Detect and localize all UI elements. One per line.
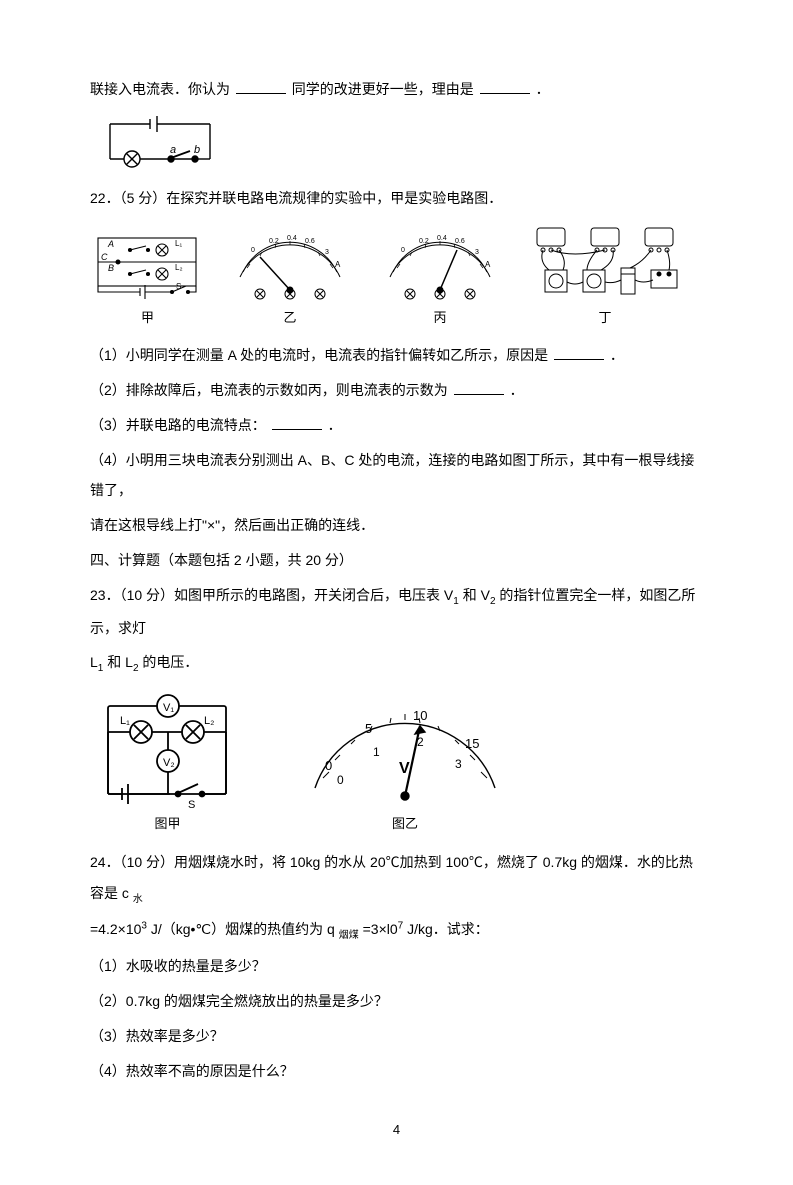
q22-s3: （3）并联电路的电流特点： ． [90, 410, 703, 441]
q22-label-bing: 丙 [375, 304, 505, 333]
svg-text:3: 3 [475, 249, 479, 256]
q22-s3-blank[interactable] [272, 415, 322, 430]
svg-text:3: 3 [455, 757, 462, 771]
q22-fig-bing: 0 0.2 0.4 0.6 3 A 丙 [375, 232, 505, 333]
q24-l2c: =3×l0 [363, 921, 398, 937]
q22-label-yi: 乙 [225, 304, 355, 333]
q24-sub-coal: 烟煤 [339, 930, 359, 941]
q23-l2b: 和 L [107, 654, 133, 670]
q21-blank-2[interactable] [480, 79, 530, 94]
svg-text:5: 5 [365, 721, 372, 736]
q22-fig-jia: A B C L₁ L₂ S 甲 [90, 232, 205, 333]
q23-l1b: 和 V [463, 587, 490, 603]
page-number: 4 [90, 1116, 703, 1145]
q23-line1: 23．（10 分）如图甲所示的电路图，开关闭合后，电压表 V1 和 V2 的指针… [90, 580, 703, 644]
q23-sub2b: 2 [133, 663, 139, 674]
q21-text-b: 同学的改进更好一些，理由是 [292, 81, 474, 97]
q24-l2d: J/kg．试求： [407, 921, 489, 937]
svg-text:10: 10 [413, 708, 427, 723]
q24-sup3: 3 [141, 921, 147, 932]
svg-text:0: 0 [337, 773, 344, 787]
q23-label-jia: 图甲 [90, 810, 245, 839]
q24-sup7: 7 [398, 921, 404, 932]
svg-text:L₂: L₂ [175, 263, 183, 272]
q22-s2-period: ． [510, 382, 524, 398]
q24-l2a: =4.2×10 [90, 921, 141, 937]
svg-text:C: C [101, 252, 108, 262]
svg-text:a: a [170, 144, 176, 156]
svg-text:2: 2 [417, 735, 424, 749]
q21-circuit-figure: a b [90, 109, 703, 179]
svg-text:V: V [399, 760, 410, 777]
q22-s3-text: （3）并联电路的电流特点： [90, 417, 266, 433]
q24-sub-water: 水 [133, 893, 143, 904]
circuit-svg: a b [90, 109, 240, 179]
q24-line1: 24．（10 分）用烟煤烧水时，将 10kg 的水从 20℃加热到 100℃，燃… [90, 847, 703, 911]
q21-period: ． [536, 81, 550, 97]
q23-fig-jia: V₁ V₂ L₁ L₂ S 图甲 [90, 688, 245, 839]
q22-label-ding: 丁 [525, 304, 685, 333]
svg-text:1: 1 [373, 745, 380, 759]
svg-text:0: 0 [251, 247, 255, 254]
q23-line2: L1 和 L2 的电压． [90, 647, 703, 680]
q22-fig-ding: 丁 [525, 222, 685, 333]
q24-s1: （1）水吸收的热量是多少？ [90, 951, 703, 982]
svg-text:A: A [107, 239, 114, 249]
q22-fig-yi: 0 0.2 0.4 0.6 3 A 乙 [225, 232, 355, 333]
q22-s4a: （4）小明用三块电流表分别测出 A、B、C 处的电流，连接的电路如图丁所示，其中… [90, 445, 703, 507]
svg-text:0: 0 [401, 247, 405, 254]
q24-s3: （3）热效率是多少？ [90, 1021, 703, 1052]
svg-text:A: A [485, 260, 491, 269]
svg-text:V₂: V₂ [163, 757, 175, 769]
q23-figures: V₁ V₂ L₁ L₂ S 图甲 [90, 688, 703, 839]
svg-text:B: B [108, 263, 114, 273]
svg-text:0.2: 0.2 [419, 238, 429, 245]
q22-stem: 22．（5 分）在探究并联电路电流规律的实验中，甲是实验电路图． [90, 183, 703, 214]
svg-text:3: 3 [325, 249, 329, 256]
svg-text:V₁: V₁ [163, 702, 174, 714]
q21-text-a: 联接入电流表．你认为 [90, 81, 230, 97]
svg-text:L₂: L₂ [204, 715, 214, 727]
svg-text:A: A [335, 260, 341, 269]
svg-text:0.6: 0.6 [305, 238, 315, 245]
q22-s2: （2）排除故障后，电流表的示数如丙，则电流表的示数为 ． [90, 375, 703, 406]
q23-l1a: 23．（10 分）如图甲所示的电路图，开关闭合后，电压表 V [90, 587, 453, 603]
q22-label-jia: 甲 [90, 304, 205, 333]
q22-s4b: 请在这根导线上打"×"，然后画出正确的连线． [90, 510, 703, 541]
svg-text:0.6: 0.6 [455, 238, 465, 245]
svg-text:0.2: 0.2 [269, 238, 279, 245]
q23-l2a: L [90, 654, 98, 670]
q22-s1-text: （1）小明同学在测量 A 处的电流时，电流表的指针偏转如乙所示，原因是 [90, 347, 548, 363]
svg-text:0.4: 0.4 [287, 235, 297, 242]
q24-s4: （4）热效率不高的原因是什么？ [90, 1056, 703, 1087]
q23-l2c: 的电压． [142, 654, 198, 670]
q23-sub1b: 1 [98, 663, 104, 674]
q23-label-yi: 图乙 [295, 810, 515, 839]
q23-fig-yi: 0 5 10 15 0 1 2 3 V 图乙 [295, 698, 515, 839]
svg-text:15: 15 [465, 736, 479, 751]
q24-l2b: J/（kg•℃）烟煤的热值约为 q [151, 921, 339, 937]
q22-s1-period: ． [610, 347, 624, 363]
q23-sub2a: 2 [490, 596, 496, 607]
q22-s1: （1）小明同学在测量 A 处的电流时，电流表的指针偏转如乙所示，原因是 ． [90, 340, 703, 371]
q24-s2: （2）0.7kg 的烟煤完全燃烧放出的热量是多少？ [90, 986, 703, 1017]
svg-text:S: S [176, 282, 181, 291]
q22-figures: A B C L₁ L₂ S 甲 [90, 222, 703, 333]
q22-s2-blank[interactable] [454, 380, 504, 395]
q24-l1a: 24．（10 分）用烟煤烧水时，将 10kg 的水从 20℃加热到 100℃，燃… [90, 854, 693, 901]
q21-line: 联接入电流表．你认为 同学的改进更好一些，理由是 ． [90, 74, 703, 105]
svg-text:b: b [194, 144, 200, 156]
section-4-title: 四、计算题（本题包括 2 小题，共 20 分） [90, 545, 703, 576]
q24-line2: =4.2×103 J/（kg•℃）烟煤的热值约为 q 烟煤 =3×l07 J/k… [90, 914, 703, 947]
q22-s2-text: （2）排除故障后，电流表的示数如丙，则电流表的示数为 [90, 382, 448, 398]
q22-s3-period: ． [328, 417, 342, 433]
svg-text:L₁: L₁ [175, 239, 182, 248]
q22-s1-blank[interactable] [554, 345, 604, 360]
svg-text:S: S [188, 799, 195, 808]
svg-text:0: 0 [325, 758, 332, 773]
svg-text:L₁: L₁ [120, 715, 130, 727]
q23-sub1a: 1 [453, 596, 459, 607]
q21-blank-1[interactable] [236, 79, 286, 94]
svg-text:0.4: 0.4 [437, 235, 447, 242]
